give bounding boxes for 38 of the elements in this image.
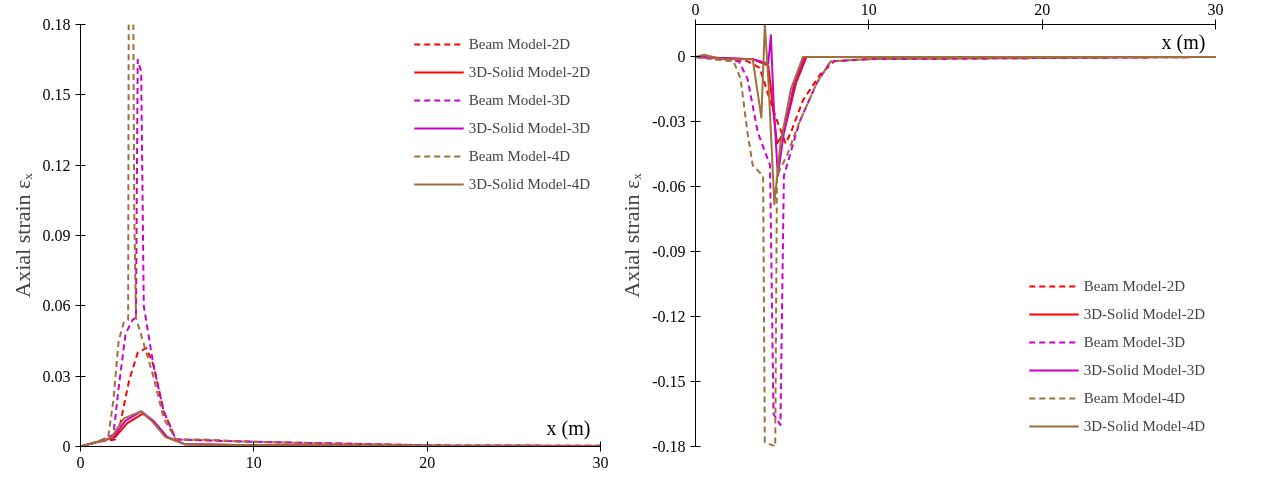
legend-label: Beam Model-4D [1083,389,1185,407]
y-tick-label: 0.03 [42,367,71,385]
legend-label: Beam Model-2D [1083,277,1185,295]
y-tick-label: -0.12 [652,308,686,326]
x-tick-label: 0 [691,0,700,18]
legend-label: 3D-Solid Model-2D [468,63,590,81]
y-tick-label: 0.18 [42,16,71,33]
legend-label: 3D-Solid Model-4D [1083,417,1205,435]
legend-label: 3D-Solid Model-3D [1083,361,1205,379]
y-tick-label: -0.18 [652,438,686,455]
x-axis-title: x (m) [1161,30,1206,54]
legend-label: 3D-Solid Model-2D [1083,305,1205,323]
y-axis-title: Axial strain εₓ [9,172,35,298]
legend-label: Beam Model-3D [468,91,570,109]
y-tick-label: 0.15 [42,86,71,104]
y-tick-label: 0 [62,438,71,455]
y-tick-label: 0 [677,48,686,66]
y-tick-label: -0.15 [652,373,686,391]
x-tick-label: 0 [76,453,85,471]
x-tick-label: 20 [419,453,436,471]
x-tick-label: 30 [1207,0,1224,18]
y-tick-label: 0.12 [42,156,71,174]
legend-label: Beam Model-3D [1083,333,1185,351]
y-axis-title: Axial strain εₓ [619,172,645,298]
y-tick-label: -0.03 [652,113,686,131]
legend-label: 3D-Solid Model-4D [468,175,590,193]
x-tick-label: 30 [592,453,609,471]
y-tick-label: 0.09 [42,227,71,244]
x-tick-label: 10 [245,453,262,471]
x-axis-title: x (m) [546,416,591,440]
legend-label: 3D-Solid Model-3D [468,119,590,137]
x-tick-label: 20 [1034,0,1051,18]
x-tick-label: 10 [860,0,877,18]
legend-label: Beam Model-2D [468,35,570,53]
y-tick-label: -0.06 [652,178,686,196]
y-tick-label: -0.09 [652,243,686,261]
y-tick-label: 0.06 [42,297,71,315]
legend-label: Beam Model-4D [468,147,570,165]
